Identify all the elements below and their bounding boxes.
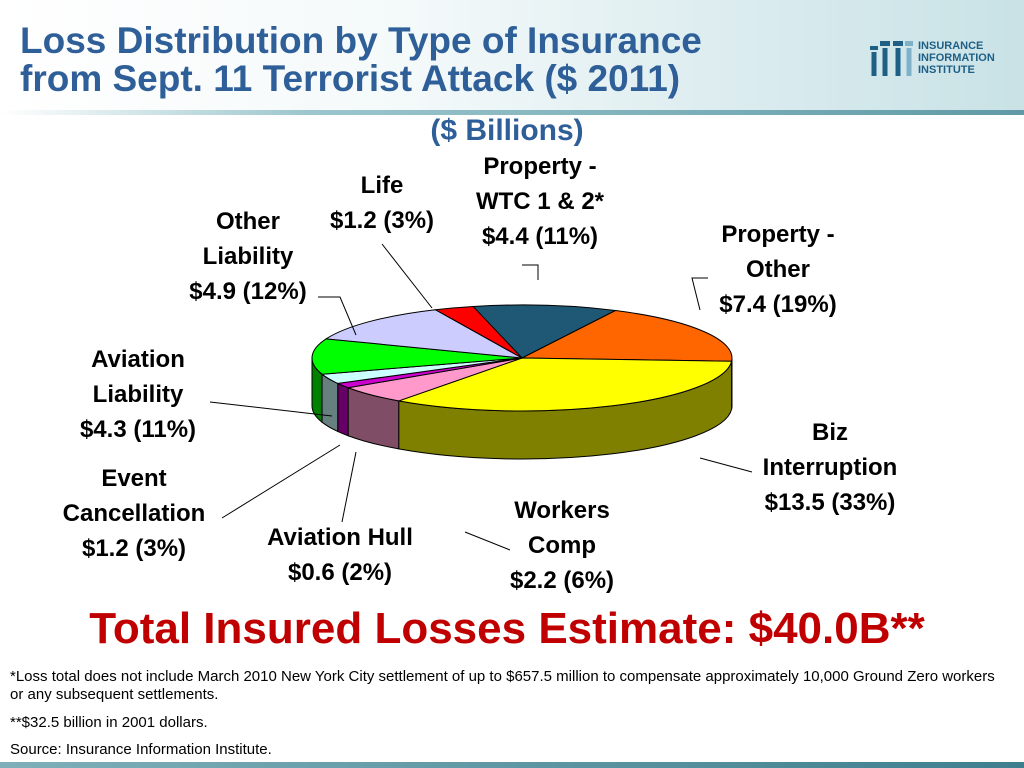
slice-name-label-7-1: Liability xyxy=(203,243,294,270)
slice-name-label-3-1: Comp xyxy=(528,532,596,559)
header-background xyxy=(0,0,1024,112)
pie-chart: Property - WTC 1 & 2* $4.4 (11%) Property -… xyxy=(63,153,898,594)
leader-line-1 xyxy=(691,277,708,311)
slice-value-label-0: $4.4 (11%) xyxy=(482,223,598,250)
slice-name-label-7-0: Other xyxy=(216,208,280,235)
iii-logo-mark-icon xyxy=(870,41,913,76)
slice-name-label-6-1: Liability xyxy=(93,381,184,408)
page-title: Loss Distribution by Type of Insurance f… xyxy=(20,22,702,98)
slice-value-label-3: $2.2 (6%) xyxy=(510,567,614,594)
slice-value-label-8: $1.2 (3%) xyxy=(330,207,434,234)
slice-value-label-6: $4.3 (11%) xyxy=(80,416,196,443)
leader-lines xyxy=(209,243,753,551)
pie-slice-6 xyxy=(311,338,523,375)
leader-line-0 xyxy=(522,264,539,280)
slice-labels: Property - WTC 1 & 2* $4.4 (11%) Property -… xyxy=(63,153,898,594)
header-divider xyxy=(0,110,1024,115)
footer-bar xyxy=(0,762,1024,768)
slice-name-label-5-1: Cancellation xyxy=(63,500,206,527)
iii-logo-text: INSURANCE INFORMATION INSTITUTE xyxy=(918,40,995,76)
leader-line-6 xyxy=(209,401,333,417)
slice-value-label-4: $0.6 (2%) xyxy=(288,559,392,586)
slice-value-label-2: $13.5 (33%) xyxy=(765,489,896,516)
pie-slice-1 xyxy=(521,310,733,362)
slice-name-label-4-0: Aviation Hull xyxy=(267,524,413,551)
slice-name-label-2-0: Biz xyxy=(812,419,848,446)
pie-tops xyxy=(311,304,733,412)
title-line-1: Loss Distribution by Type of Insurance xyxy=(20,20,702,61)
source-note: Source: Insurance Information Institute. xyxy=(10,741,272,758)
leader-line-2 xyxy=(699,457,753,473)
footnote-1: *Loss total does not include March 2010 … xyxy=(10,668,995,703)
logo-line-3: INSTITUTE xyxy=(918,64,975,76)
pie-slice-8 xyxy=(433,305,523,359)
slice-name-label-3-0: Workers xyxy=(514,497,610,524)
pie-slice-7 xyxy=(324,309,523,359)
slice-name-label-5-0: Event xyxy=(101,465,166,492)
slice-name-label-0-1: WTC 1 & 2* xyxy=(476,188,605,215)
iii-logo: INSURANCE INFORMATION INSTITUTE xyxy=(868,36,1013,80)
slice-name-label-0-0: Property - xyxy=(483,153,596,180)
title-line-2: from Sept. 11 Terrorist Attack ($ 2011) xyxy=(20,58,681,99)
slice-value-label-7: $4.9 (12%) xyxy=(189,278,306,305)
logo-line-1: INSURANCE xyxy=(918,40,984,52)
footnote-2: **$32.5 billion in 2001 dollars. xyxy=(10,714,208,731)
pie-slice-0 xyxy=(471,304,618,359)
logo-line-2: INFORMATION xyxy=(918,52,995,64)
slice-value-label-1: $7.4 (19%) xyxy=(719,291,836,318)
pie-slice-2 xyxy=(396,357,733,412)
total-losses-estimate: Total Insured Losses Estimate: $40.0B** xyxy=(89,604,925,653)
leader-line-7 xyxy=(318,296,357,336)
leader-line-3 xyxy=(464,531,511,551)
slice-name-label-1-0: Property - xyxy=(721,221,834,248)
slice-name-label-1-1: Other xyxy=(746,256,810,283)
slice-name-label-8-0: Life xyxy=(361,172,404,199)
chart-subtitle: ($ Billions) xyxy=(430,114,584,147)
slice-name-label-2-1: Interruption xyxy=(763,454,898,481)
slice-name-label-6-0: Aviation xyxy=(91,346,185,373)
leader-line-8 xyxy=(381,243,433,309)
pie-side-4 xyxy=(337,382,349,437)
slice-value-label-5: $1.2 (3%) xyxy=(82,535,186,562)
leader-line-4 xyxy=(341,451,357,523)
leader-line-5 xyxy=(221,444,341,519)
